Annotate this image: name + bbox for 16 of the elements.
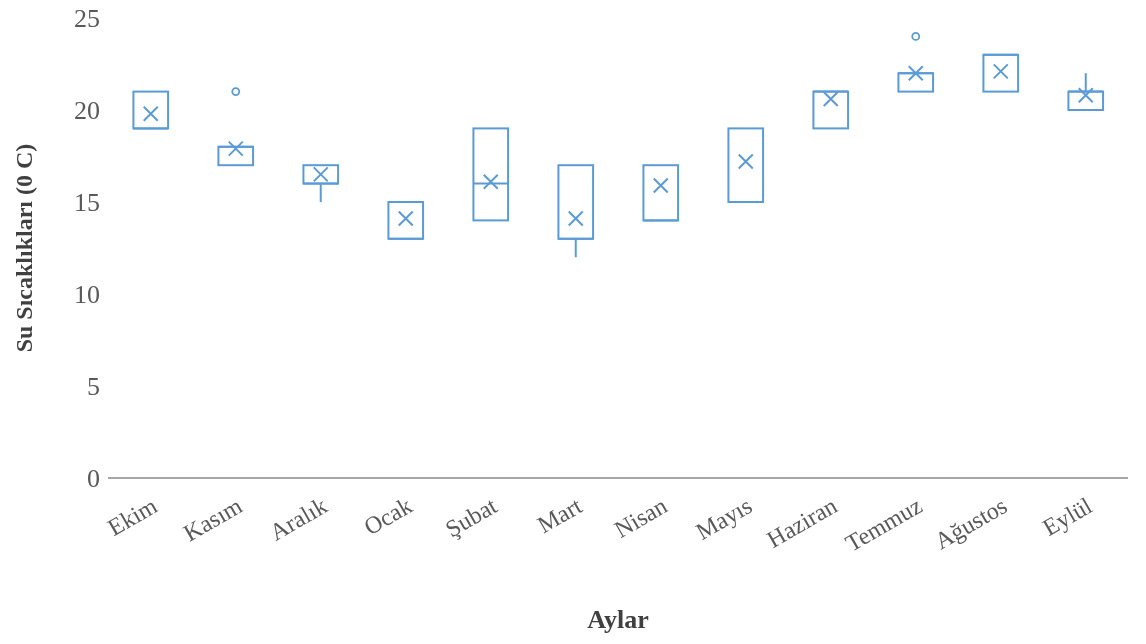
x-tick-label: Mart <box>532 492 587 539</box>
y-tick-label: 20 <box>74 96 100 126</box>
y-tick-label: 5 <box>87 372 100 402</box>
x-tick-label: Ocak <box>359 492 417 541</box>
x-tick-label: Kasım <box>179 492 247 547</box>
y-tick-label: 10 <box>74 280 100 310</box>
y-tick-label: 0 <box>87 464 100 494</box>
x-tick-label: Ekim <box>103 492 162 541</box>
x-axis-title: Aylar <box>587 605 649 634</box>
y-tick-label: 15 <box>74 188 100 218</box>
x-tick-label: Nisan <box>609 492 672 543</box>
y-axis-title: Su Sıcaklıkları (0 C) <box>10 143 37 353</box>
x-tick-label: Mayıs <box>691 492 757 545</box>
x-tick-label: Eylül <box>1038 492 1097 541</box>
x-tick-label: Şubat <box>441 492 502 543</box>
y-tick-label: 25 <box>74 4 100 34</box>
